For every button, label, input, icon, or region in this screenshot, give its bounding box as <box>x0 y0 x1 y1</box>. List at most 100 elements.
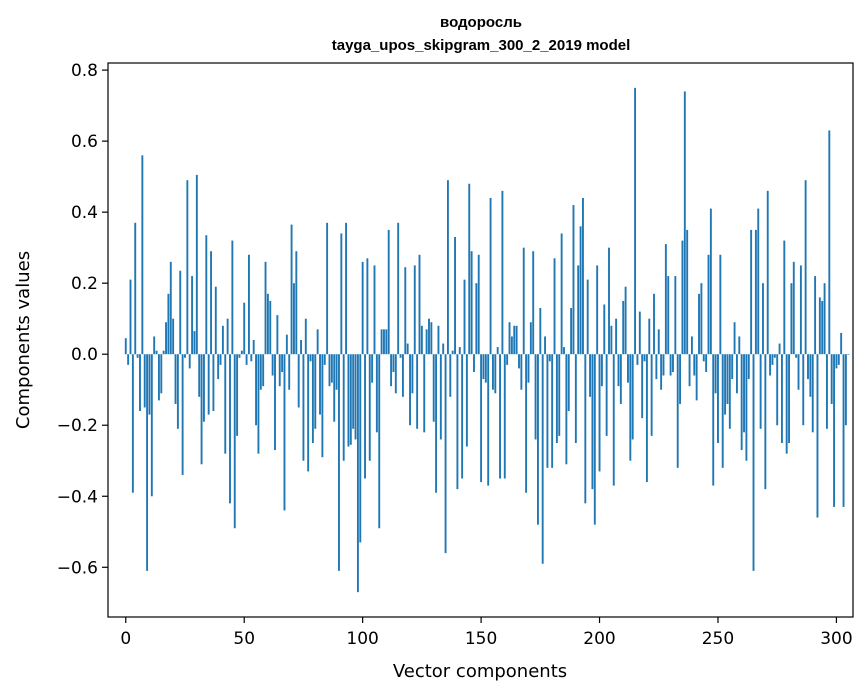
bar-component-294 <box>821 300 824 355</box>
bar-component-169 <box>525 354 528 493</box>
bar-component-277 <box>780 354 783 443</box>
bar-component-278 <box>783 240 786 355</box>
bar-component-22 <box>176 354 179 429</box>
bar-component-233 <box>676 354 679 468</box>
bar-component-4 <box>134 222 137 355</box>
bar-component-192 <box>579 226 582 355</box>
bar-component-243 <box>700 283 703 355</box>
x-tick-label: 300 <box>820 629 852 649</box>
bar-component-186 <box>565 354 568 465</box>
bar-component-54 <box>252 340 255 355</box>
bar-component-123 <box>416 354 419 429</box>
bar-component-115 <box>397 222 400 355</box>
bar-component-29 <box>193 331 196 355</box>
bar-component-82 <box>319 354 321 415</box>
bar-component-44 <box>229 354 231 504</box>
bar-component-121 <box>411 354 414 394</box>
bar-component-258 <box>735 354 738 394</box>
bar-component-11 <box>150 354 153 497</box>
bar-component-59 <box>264 261 267 355</box>
bar-component-130 <box>432 354 435 422</box>
bar-component-191 <box>577 265 580 355</box>
bar-component-81 <box>316 329 319 355</box>
bar-component-95 <box>349 354 352 445</box>
bar-component-216 <box>636 354 639 365</box>
bar-component-254 <box>726 354 729 404</box>
bar-component-154 <box>489 197 492 355</box>
bar-component-118 <box>404 267 407 355</box>
y-axis-ticks: −0.6 −0.4 −0.2 0.0 0.2 0.4 0.6 0.8 <box>57 61 108 578</box>
bar-component-9 <box>146 354 149 571</box>
bar-component-142 <box>461 354 464 479</box>
bar-component-230 <box>669 354 672 376</box>
bar-component-39 <box>217 354 220 380</box>
bar-component-198 <box>593 354 596 525</box>
bar-component-139 <box>454 237 456 355</box>
bar-component-107 <box>378 354 381 529</box>
bar-component-170 <box>527 354 530 383</box>
bar-component-242 <box>698 293 700 355</box>
bar-component-33 <box>202 354 205 422</box>
bar-component-65 <box>278 354 281 387</box>
x-tick-label: 50 <box>233 629 255 649</box>
bar-component-262 <box>745 354 748 461</box>
y-tick-label: −0.2 <box>57 416 98 436</box>
bar-component-15 <box>160 354 163 394</box>
bar-component-167 <box>520 354 523 390</box>
bar-component-45 <box>231 240 234 355</box>
bar-component-104 <box>371 354 374 383</box>
bar-component-103 <box>368 354 371 461</box>
bar-component-140 <box>456 354 459 490</box>
bar-component-222 <box>650 354 653 436</box>
bar-component-157 <box>496 347 499 355</box>
bar-component-67 <box>283 354 286 511</box>
bar-component-40 <box>219 354 222 365</box>
bar-series <box>124 87 850 593</box>
bar-component-110 <box>385 329 388 355</box>
bar-component-149 <box>477 254 480 355</box>
bar-component-17 <box>165 322 167 355</box>
bar-component-90 <box>338 354 340 571</box>
bar-component-217 <box>638 311 641 355</box>
bar-component-266 <box>754 229 757 355</box>
bar-component-150 <box>480 354 483 483</box>
x-tick-label: 0 <box>120 629 131 649</box>
bar-component-238 <box>688 354 691 387</box>
bar-component-70 <box>290 224 293 355</box>
bar-component-78 <box>309 354 312 362</box>
bar-component-119 <box>406 343 409 355</box>
bar-component-173 <box>534 354 537 440</box>
bar-component-291 <box>814 276 817 355</box>
bar-component-259 <box>738 336 741 355</box>
bar-component-223 <box>653 293 655 355</box>
bar-component-304 <box>844 354 847 426</box>
x-tick-label: 150 <box>465 629 497 649</box>
bar-component-285 <box>799 265 802 355</box>
bar-component-106 <box>375 354 378 433</box>
bar-component-163 <box>510 336 513 355</box>
bar-component-219 <box>643 354 646 362</box>
x-tick-label: 250 <box>702 629 734 649</box>
bar-component-250 <box>717 354 719 443</box>
bar-component-245 <box>705 354 708 372</box>
bar-component-227 <box>662 354 665 376</box>
bar-component-50 <box>243 302 246 355</box>
bar-component-113 <box>392 354 395 372</box>
bar-component-131 <box>435 354 438 493</box>
plot-frame <box>107 62 854 618</box>
bar-component-239 <box>690 336 693 355</box>
bar-component-63 <box>274 354 276 451</box>
bar-component-283 <box>795 354 798 358</box>
bar-component-179 <box>548 354 551 362</box>
bar-component-143 <box>463 279 466 355</box>
bar-component-43 <box>226 318 229 355</box>
bar-component-68 <box>285 334 288 355</box>
bar-component-58 <box>262 354 265 387</box>
bar-component-86 <box>328 354 331 387</box>
bar-component-66 <box>281 354 284 372</box>
bar-component-72 <box>295 251 298 355</box>
bar-component-117 <box>401 354 404 397</box>
bar-component-46 <box>233 354 236 529</box>
bar-component-207 <box>615 318 618 355</box>
